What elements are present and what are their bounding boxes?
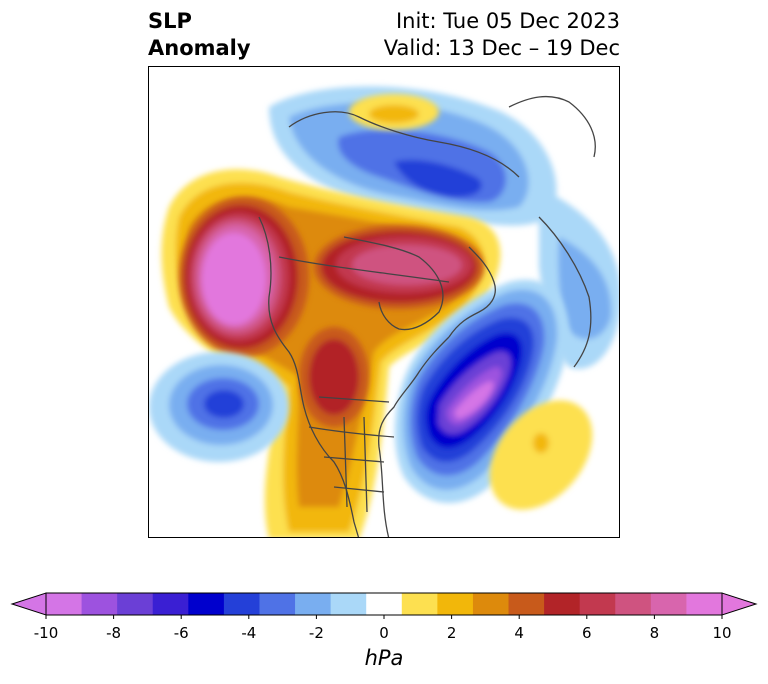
colorbar-bin	[650, 593, 687, 615]
negative-anomaly-subtropical-pacific	[149, 352, 289, 462]
negative-anomaly-arctic-greenland	[269, 86, 619, 369]
colorbar-ticks: -10 -8 -6 -4 -2 0 2 4 6 8 10	[0, 624, 768, 644]
colorbar-bin	[117, 593, 154, 615]
colorbar-bin	[330, 593, 367, 615]
colorbar-extend-min	[10, 592, 47, 616]
positive-anomaly-ne-pacific	[179, 197, 309, 357]
positive-anomaly-central-canada	[314, 225, 484, 309]
colorbar-tick-label: 10	[712, 624, 732, 642]
colorbar-bin	[46, 593, 83, 615]
colorbar-bin	[401, 593, 438, 615]
title-variable: SLP	[148, 9, 192, 33]
title-subtitle: Anomaly	[148, 36, 251, 60]
colorbar-tick-label: 6	[582, 624, 592, 642]
colorbar-unit: hPa	[364, 646, 404, 670]
forecast-dates: Init: Tue 05 Dec 2023 Valid: 13 Dec – 19…	[384, 8, 620, 62]
colorbar-scale	[10, 592, 758, 619]
colorbar-bin	[295, 593, 332, 615]
negative-anomaly-eastern-north-america	[394, 279, 569, 504]
positive-anomaly-central-atlantic	[489, 400, 593, 510]
map-panel	[148, 66, 620, 538]
colorbar-tick-label: -8	[106, 624, 122, 642]
colorbar-bin	[615, 593, 652, 615]
anomaly-map	[149, 67, 619, 537]
colorbar-bin	[259, 593, 296, 615]
colorbar-bin	[579, 593, 616, 615]
colorbar-bin	[152, 593, 189, 615]
colorbar-bin	[81, 593, 118, 615]
colorbar-tick-label: 2	[446, 624, 457, 642]
colorbar-tick-label: 0	[379, 624, 389, 642]
colorbar-bin	[686, 593, 723, 615]
init-date: Init: Tue 05 Dec 2023	[395, 9, 620, 33]
positive-anomaly-hudson-north	[349, 94, 439, 130]
positive-anomaly-western-us	[299, 327, 369, 427]
colorbar-tick-label: -10	[33, 624, 59, 642]
colorbar-bin	[223, 593, 260, 615]
valid-range: Valid: 13 Dec – 19 Dec	[383, 36, 620, 60]
map-title: SLP Anomaly	[148, 8, 251, 62]
colorbar-bin	[437, 593, 474, 615]
colorbar-tick-label: -2	[308, 624, 324, 642]
colorbar-bin	[188, 593, 225, 615]
colorbar-bin	[366, 593, 403, 615]
colorbar-bin	[544, 593, 581, 615]
colorbar-bin	[508, 593, 545, 615]
colorbar-bin	[472, 593, 510, 615]
colorbar	[0, 585, 768, 625]
colorbar-tick-label: -4	[241, 624, 257, 642]
coastlines	[258, 95, 596, 537]
colorbar-extend-max	[721, 592, 758, 616]
colorbar-tick-label: 4	[514, 624, 524, 642]
colorbar-tick-label: 8	[649, 624, 660, 642]
colorbar-tick-label: -6	[173, 624, 189, 642]
